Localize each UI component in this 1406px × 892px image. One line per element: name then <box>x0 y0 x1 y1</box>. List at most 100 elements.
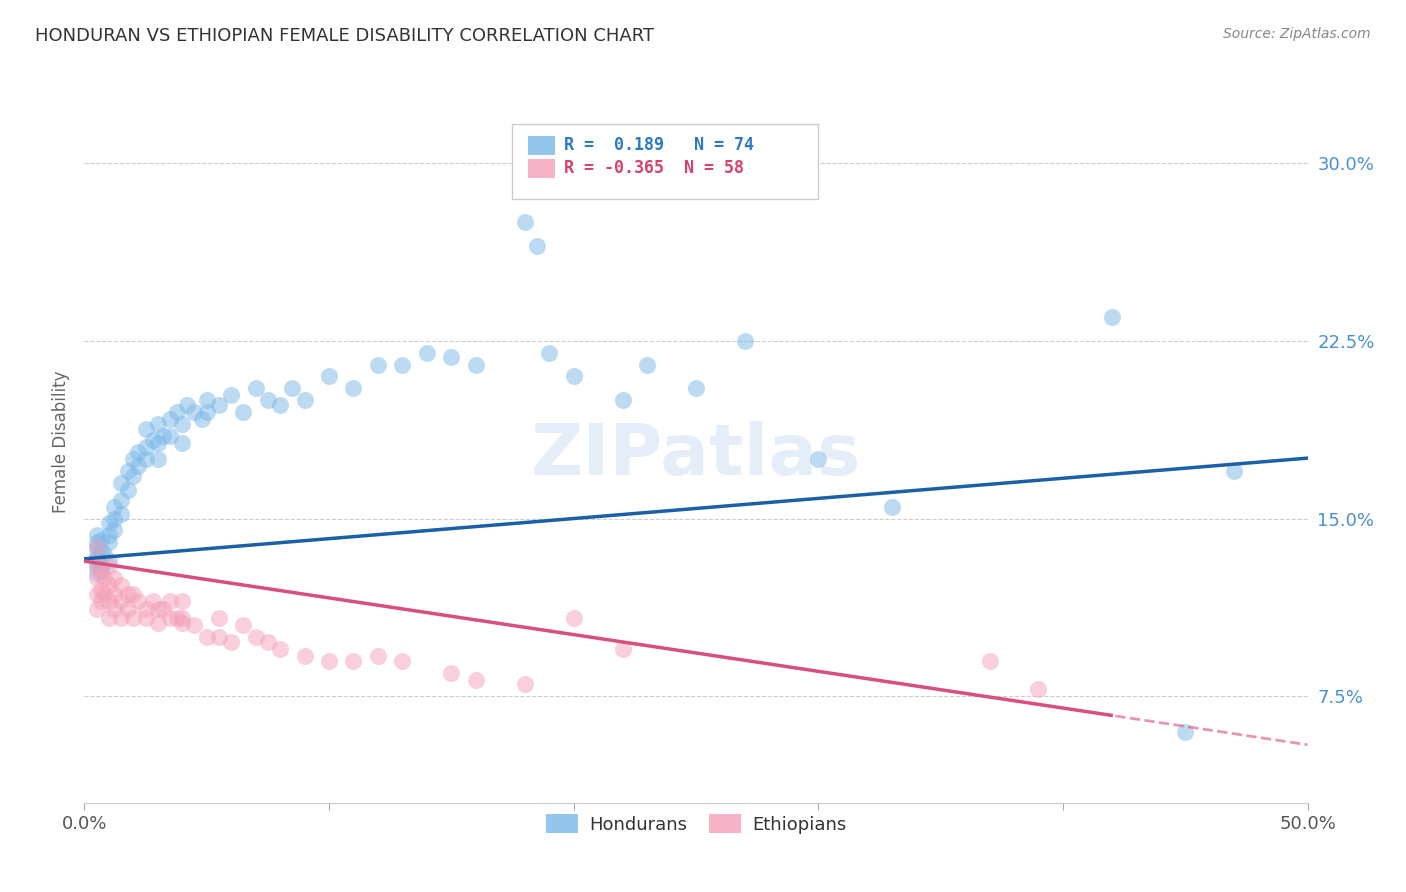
Point <box>979 654 1001 668</box>
Point <box>86 547 108 561</box>
Point <box>135 452 157 467</box>
Point <box>318 369 340 384</box>
Point <box>464 673 486 687</box>
Point <box>135 441 157 455</box>
Point <box>110 475 132 490</box>
Point <box>86 551 108 566</box>
Point <box>97 528 120 542</box>
Point <box>152 428 174 442</box>
Point <box>281 381 304 395</box>
Point <box>142 594 165 608</box>
Point <box>538 345 561 359</box>
Point <box>93 547 115 561</box>
Point <box>172 417 194 431</box>
Point <box>146 417 169 431</box>
Point <box>135 601 157 615</box>
Point <box>1101 310 1123 325</box>
Point <box>110 611 132 625</box>
Point <box>110 507 132 521</box>
Point <box>103 571 125 585</box>
Point <box>110 492 132 507</box>
Point <box>232 618 254 632</box>
Point <box>807 452 830 467</box>
Point <box>257 634 280 648</box>
Point <box>127 459 149 474</box>
Point <box>166 405 188 419</box>
Point <box>97 558 120 573</box>
Point <box>191 412 214 426</box>
Point <box>152 601 174 615</box>
Point <box>86 540 108 554</box>
Point <box>97 594 120 608</box>
Point <box>367 648 389 663</box>
Point <box>464 358 486 372</box>
Point <box>90 544 112 558</box>
Point <box>90 558 112 573</box>
Point <box>208 398 231 412</box>
Point <box>1028 682 1050 697</box>
Point <box>97 611 120 625</box>
Point <box>208 611 231 625</box>
Point <box>86 558 108 573</box>
Point <box>159 594 181 608</box>
Point <box>612 641 634 656</box>
Point <box>342 381 364 395</box>
Point <box>117 464 139 478</box>
Point <box>734 334 756 348</box>
Point <box>122 611 145 625</box>
Text: R = -0.365  N = 58: R = -0.365 N = 58 <box>564 159 744 177</box>
Point <box>146 615 169 630</box>
Point <box>159 611 181 625</box>
Point <box>122 469 145 483</box>
Point <box>90 564 112 578</box>
Point <box>195 393 218 408</box>
Y-axis label: Female Disability: Female Disability <box>52 370 70 513</box>
Point <box>208 630 231 644</box>
Legend: Hondurans, Ethiopians: Hondurans, Ethiopians <box>538 807 853 841</box>
Point <box>257 393 280 408</box>
Point <box>135 611 157 625</box>
Point <box>146 601 169 615</box>
Point <box>86 566 108 580</box>
Text: ZIPatlas: ZIPatlas <box>531 422 860 491</box>
Point <box>195 630 218 644</box>
Point <box>172 594 194 608</box>
Point <box>122 452 145 467</box>
Point <box>117 483 139 497</box>
Point <box>86 540 108 554</box>
Point <box>440 665 463 680</box>
Point <box>117 587 139 601</box>
Point <box>245 381 267 395</box>
Point <box>513 215 536 229</box>
Point <box>86 601 108 615</box>
Point <box>562 369 585 384</box>
Point <box>127 594 149 608</box>
Point <box>127 445 149 459</box>
Point <box>172 615 194 630</box>
Point <box>86 528 108 542</box>
Point <box>245 630 267 644</box>
Point <box>183 405 205 419</box>
Point <box>176 398 198 412</box>
Text: Source: ZipAtlas.com: Source: ZipAtlas.com <box>1223 27 1371 41</box>
Point <box>86 558 108 573</box>
Point <box>86 587 108 601</box>
Point <box>86 535 108 549</box>
Point <box>612 393 634 408</box>
Point <box>146 452 169 467</box>
Point <box>440 351 463 365</box>
Point <box>103 511 125 525</box>
Point <box>86 571 108 585</box>
Point <box>636 358 658 372</box>
Point <box>93 571 115 585</box>
Point <box>269 398 291 412</box>
Point <box>90 564 112 578</box>
Point <box>117 601 139 615</box>
Point <box>219 388 242 402</box>
Point <box>103 587 125 601</box>
Point <box>172 611 194 625</box>
Point <box>269 641 291 656</box>
Point <box>513 677 536 691</box>
Point <box>172 435 194 450</box>
Point <box>562 611 585 625</box>
